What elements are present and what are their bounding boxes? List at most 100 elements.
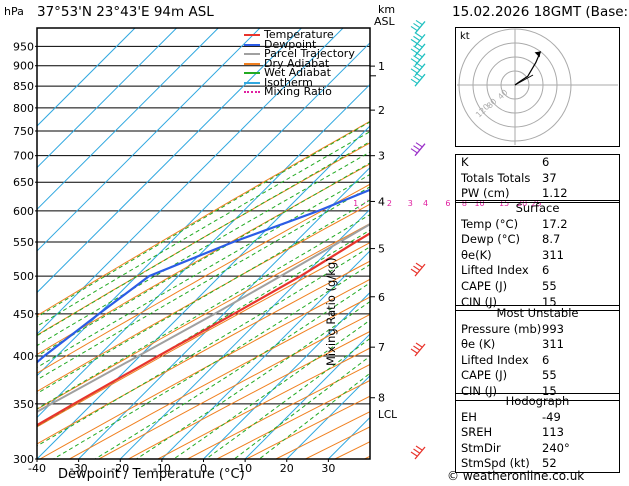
wet-adiabat-line [136,300,370,459]
hodograph-unit-label: kt [460,31,470,42]
isotherm-line [37,125,370,459]
wind-barb-flag [410,78,418,84]
location-title: 37°53'N 23°43'E 94m ASL [37,4,214,20]
isotherm-line [286,375,370,459]
wind-barb [414,446,426,460]
wind-barb-flag [410,25,418,31]
pressure-tick-label: 300 [13,453,34,466]
isotherm-line [37,28,302,294]
legend-label: Dry Adiabat [264,56,330,70]
wind-barb-flag [413,45,420,51]
km-tick-label: 4 [378,195,385,208]
parcel-trajectory-line [37,222,370,413]
wind-barb-flag [410,48,418,54]
km-tick-label: 5 [378,243,385,256]
storm-motion-vector [514,74,534,86]
wind-barb-flag [410,68,418,74]
mixing-ratio-label: 25 [531,199,541,208]
hodograph-arrow [534,51,541,58]
wet-adiabat-line [37,141,370,337]
x-tick-label: -10 [153,462,171,475]
wind-barb-flag [415,42,423,48]
wet-adiabat-line [37,186,370,381]
legend-label: Wet Adiabat [264,66,331,79]
wind-barb-flag [413,265,420,271]
temperature-line [37,232,370,427]
dry-adiabat-line [37,203,370,393]
wet-adiabat-line [37,213,370,410]
wind-barb [414,143,426,157]
legend-item: Mixing Ratio [244,86,355,97]
legend-label: Parcel Trajectory [264,47,355,60]
isotherm-line [37,83,370,419]
km-tick-label: 3 [378,150,385,163]
wind-barb-flag [415,445,423,451]
dry-adiabat-line [37,260,370,445]
mixing-ratio-label: 4 [423,199,428,208]
km-tick-label: 2 [378,104,385,117]
pressure-tick-label: 950 [13,40,34,53]
wind-barb-flag [415,19,423,25]
dry-adiabat-line [37,223,370,410]
hodograph-frame [455,27,620,147]
dry-adiabat-line [128,330,370,459]
pressure-tick-label: 800 [13,102,34,115]
x-tick-label: 20 [280,462,294,475]
legend-label: Temperature [264,28,334,41]
x-tick-label: -40 [28,462,46,475]
wind-barb-flag [415,32,423,38]
legend-item: Wet Adiabat [244,66,355,79]
x-tick-label: -20 [111,462,129,475]
pressure-tick-label: 900 [13,60,34,73]
legend-swatch [244,81,260,84]
mixing-ratio-label: 10 [474,199,484,208]
km-tick-label: 7 [378,341,385,354]
x-tick-label: -30 [70,462,88,475]
wind-barb-flag [413,145,420,151]
wind-barb [414,20,426,34]
wet-adiabat-line [37,173,370,369]
isotherm-line [203,291,370,459]
wind-barb-flag [415,262,423,268]
hpa-label: hPa [4,5,24,18]
wind-barb-flag [410,38,418,44]
isotherm-line [37,28,177,169]
mixing-ratio-label: 3 [408,199,413,208]
isotherm-line [37,28,344,335]
datetime-title: 15.02.2026 18GMT (Base: 06) [452,4,629,20]
legend-label: Dewpoint [264,37,317,51]
km-tick-label: 6 [378,291,385,304]
dry-adiabat-line [98,313,370,459]
wind-barb-flag [410,148,418,154]
wind-barb-flag [410,268,418,274]
km-label: km [378,3,396,16]
legend-item: Dewpoint [244,37,355,51]
isotherm-line [37,28,261,252]
wind-barb-flag [415,52,423,58]
mixing-ratio-label: 8 [462,199,467,208]
isotherm-line [78,166,370,459]
pressure-tick-label: 450 [13,308,34,321]
wind-barb-flag [413,22,420,28]
hodograph-table: Hodograph EH -49 SREH 113 StmDir 240° StmSp… [455,393,620,473]
wet-adiabat-line [37,199,370,395]
km-tick-label: 8 [378,392,385,405]
wet-adiabat-line [37,131,370,327]
wind-barb [414,73,426,87]
legend-item: Parcel Trajectory [244,47,355,60]
asl-label: ASL [374,15,395,28]
wind-barb-flag [413,345,420,351]
wind-barb-flag [413,65,420,71]
pressure-tick-label: 850 [13,80,34,93]
wind-barb [414,33,426,47]
wind-barb [414,343,426,357]
isotherm-line [244,333,370,459]
dry-adiabat-line [37,120,370,317]
wind-barb-flag [410,58,418,64]
pressure-tick-label: 700 [13,150,34,163]
legend-swatch [244,62,260,65]
isotherm-line [37,28,136,127]
